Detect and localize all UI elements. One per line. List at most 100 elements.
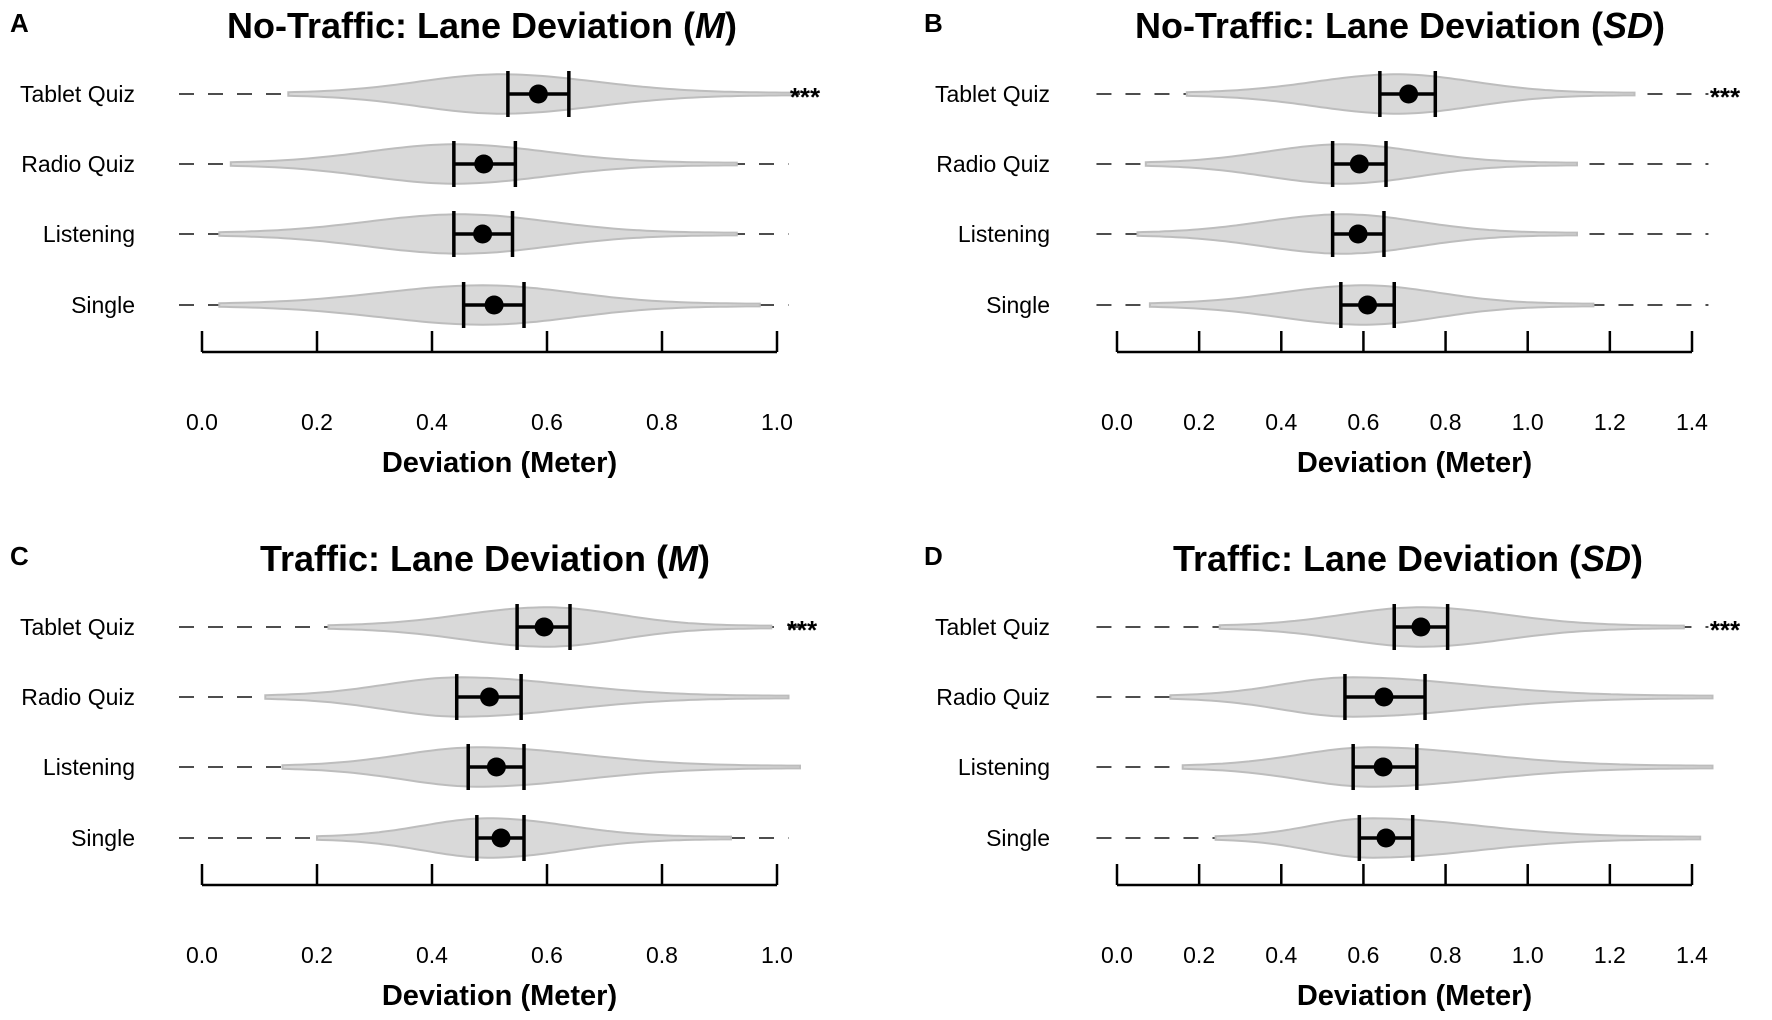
- tick-label: 0.6: [531, 942, 563, 968]
- chart-title-stat: M: [668, 538, 699, 579]
- tick-label: 1.0: [1512, 942, 1544, 968]
- tick-label: 1.0: [761, 409, 793, 435]
- x-axis-c: 0.0 0.2 0.4 0.6 0.8 1.0: [186, 864, 793, 968]
- row-radio-quiz: Radio Quiz: [936, 674, 1714, 720]
- panel-letter-d: D: [924, 541, 943, 571]
- mean-point-radio-quiz: [480, 687, 499, 707]
- category-label-radio-quiz: Radio Quiz: [21, 684, 135, 710]
- category-label-tablet-quiz: Tablet Quiz: [20, 81, 135, 107]
- chart-title-text: No-Traffic: Lane Deviation (: [227, 5, 695, 46]
- mean-point-tablet-quiz: [528, 84, 548, 104]
- row-radio-quiz: Radio Quiz: [21, 141, 789, 187]
- tick-label: 1.2: [1594, 942, 1626, 968]
- mean-point-tablet-quiz: [1399, 84, 1419, 104]
- row-single: Single: [71, 815, 789, 861]
- category-label-radio-quiz: Radio Quiz: [21, 151, 135, 177]
- significance-tablet-quiz: ***: [787, 615, 818, 645]
- tick-label: 1.4: [1676, 942, 1708, 968]
- category-label-listening: Listening: [43, 754, 135, 780]
- chart-title-text: Traffic: Lane Deviation (: [260, 538, 668, 579]
- chart-title-close: ): [1653, 5, 1665, 46]
- tick-label: 0.4: [1265, 409, 1297, 435]
- panel-c: C Traffic: Lane Deviation (M) Tablet Quiz *…: [10, 538, 818, 1012]
- tick-label: 0.8: [1430, 942, 1462, 968]
- x-axis-d: 0.0 0.2 0.4 0.6 0.8 1.0 1.2 1.4: [1101, 864, 1708, 968]
- chart-title-stat: SD: [1603, 5, 1653, 46]
- chart-title-text: No-Traffic: Lane Deviation (: [1135, 5, 1603, 46]
- row-listening: Listening: [958, 744, 1714, 790]
- category-label-single: Single: [71, 292, 135, 318]
- chart-title-a: No-Traffic: Lane Deviation (M): [227, 5, 737, 46]
- row-tablet-quiz: Tablet Quiz ***: [935, 604, 1741, 650]
- row-tablet-quiz: Tablet Quiz ***: [20, 604, 818, 650]
- chart-title-c: Traffic: Lane Deviation (M): [260, 538, 710, 579]
- mean-point-single: [491, 828, 511, 848]
- mean-point-listening: [473, 224, 493, 244]
- tick-label: 0.4: [416, 942, 448, 968]
- significance-tablet-quiz: ***: [790, 82, 821, 112]
- panel-d: D Traffic: Lane Deviation (SD) Tablet Quiz…: [924, 538, 1741, 1012]
- chart-title-close: ): [698, 538, 710, 579]
- violin-radio-quiz: [264, 676, 790, 718]
- mean-point-tablet-quiz: [534, 617, 554, 637]
- mean-point-single: [484, 295, 504, 315]
- violin-single: [1214, 817, 1702, 859]
- row-radio-quiz: Radio Quiz: [936, 141, 1709, 187]
- tick-label: 0.0: [186, 942, 218, 968]
- chart-title-text: Traffic: Lane Deviation (: [1173, 538, 1581, 579]
- category-label-single: Single: [71, 825, 135, 851]
- mean-point-tablet-quiz: [1411, 617, 1431, 637]
- tick-label: 0.2: [301, 409, 333, 435]
- panel-letter-c: C: [10, 541, 29, 571]
- tick-label: 0.0: [1101, 409, 1133, 435]
- tick-label: 1.0: [761, 942, 793, 968]
- tick-label: 0.0: [186, 409, 218, 435]
- category-label-radio-quiz: Radio Quiz: [936, 151, 1050, 177]
- mean-point-radio-quiz: [1374, 687, 1394, 707]
- mean-point-listening: [1348, 224, 1368, 244]
- row-tablet-quiz: Tablet Quiz ***: [20, 71, 821, 117]
- chart-title-close: ): [725, 5, 737, 46]
- mean-point-listening: [486, 757, 506, 777]
- row-radio-quiz: Radio Quiz: [21, 674, 790, 720]
- significance-tablet-quiz: ***: [1710, 82, 1741, 112]
- chart-title-close: ): [1631, 538, 1643, 579]
- panel-b: B No-Traffic: Lane Deviation (SD) Tablet Q…: [924, 5, 1741, 479]
- tick-label: 0.0: [1101, 942, 1133, 968]
- mean-point-radio-quiz: [1349, 154, 1369, 174]
- tick-label: 0.8: [646, 409, 678, 435]
- category-label-tablet-quiz: Tablet Quiz: [935, 81, 1050, 107]
- tick-label: 0.2: [301, 942, 333, 968]
- tick-label: 1.0: [1512, 409, 1544, 435]
- tick-label: 0.6: [1347, 409, 1379, 435]
- tick-label: 0.8: [1430, 409, 1462, 435]
- mean-point-single: [1358, 295, 1378, 315]
- category-label-radio-quiz: Radio Quiz: [936, 684, 1050, 710]
- category-label-single: Single: [986, 292, 1050, 318]
- tick-label: 0.6: [1347, 942, 1379, 968]
- category-label-listening: Listening: [958, 221, 1050, 247]
- chart-title-stat: SD: [1581, 538, 1631, 579]
- tick-label: 0.4: [1265, 942, 1297, 968]
- chart-title-b: No-Traffic: Lane Deviation (SD): [1135, 5, 1665, 46]
- tick-label: 1.2: [1594, 409, 1626, 435]
- tick-label: 0.4: [416, 409, 448, 435]
- category-label-tablet-quiz: Tablet Quiz: [20, 614, 135, 640]
- violin-radio-quiz: [1169, 676, 1714, 718]
- mean-point-single: [1376, 828, 1396, 848]
- row-tablet-quiz: Tablet Quiz ***: [935, 71, 1741, 117]
- violin-tablet-quiz: [1218, 606, 1685, 648]
- x-axis-title-c: Deviation (Meter): [382, 980, 617, 1012]
- row-listening: Listening: [958, 211, 1709, 257]
- x-axis-title-a: Deviation (Meter): [382, 447, 617, 479]
- row-single: Single: [71, 282, 789, 328]
- x-axis-b: 0.0 0.2 0.4 0.6 0.8 1.0 1.2 1.4: [1101, 331, 1708, 435]
- category-label-single: Single: [986, 825, 1050, 851]
- row-single: Single: [986, 282, 1709, 328]
- category-label-tablet-quiz: Tablet Quiz: [935, 614, 1050, 640]
- x-axis-title-b: Deviation (Meter): [1297, 447, 1532, 479]
- mean-point-listening: [1373, 757, 1393, 777]
- panel-letter-a: A: [10, 8, 29, 38]
- row-listening: Listening: [43, 211, 789, 257]
- panel-a: A No-Traffic: Lane Deviation (M) Tablet Qu…: [10, 5, 821, 479]
